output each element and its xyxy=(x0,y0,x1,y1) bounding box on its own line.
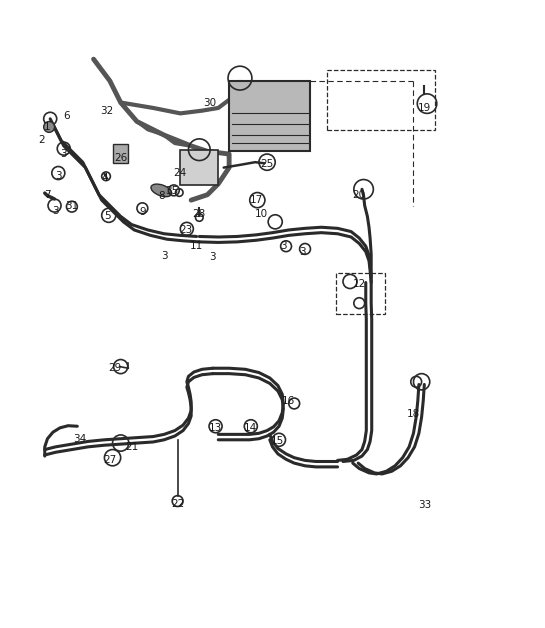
Text: 20: 20 xyxy=(353,190,366,200)
Text: 26: 26 xyxy=(114,153,128,163)
Text: 35: 35 xyxy=(166,186,179,196)
Text: 15: 15 xyxy=(271,436,284,447)
Text: 3: 3 xyxy=(209,252,216,262)
Text: 31: 31 xyxy=(65,200,78,210)
Text: 2: 2 xyxy=(39,136,45,146)
Text: 21: 21 xyxy=(125,442,138,452)
Text: 29: 29 xyxy=(108,363,122,373)
Text: 4: 4 xyxy=(101,173,108,183)
Bar xyxy=(336,273,385,314)
Text: 25: 25 xyxy=(261,160,274,170)
Text: 17: 17 xyxy=(250,195,263,205)
Text: 10: 10 xyxy=(255,208,268,219)
Text: 13: 13 xyxy=(209,423,222,433)
Bar xyxy=(180,150,219,185)
Text: 30: 30 xyxy=(204,97,217,107)
Bar xyxy=(326,70,435,129)
Bar xyxy=(113,144,128,163)
Text: 23: 23 xyxy=(179,225,192,235)
Text: 24: 24 xyxy=(174,168,187,178)
Text: 3: 3 xyxy=(55,171,62,181)
Text: 33: 33 xyxy=(417,500,431,510)
Text: 9: 9 xyxy=(139,207,146,217)
Bar xyxy=(229,81,311,151)
Text: 12: 12 xyxy=(353,279,366,289)
Text: 27: 27 xyxy=(103,455,117,465)
Text: 3: 3 xyxy=(60,149,67,159)
Text: 8: 8 xyxy=(158,191,165,201)
Text: 34: 34 xyxy=(74,434,87,444)
Ellipse shape xyxy=(151,184,172,197)
Text: 22: 22 xyxy=(171,499,184,509)
Text: 18: 18 xyxy=(407,409,420,420)
Circle shape xyxy=(44,121,54,133)
Text: 19: 19 xyxy=(417,103,431,113)
Text: 3: 3 xyxy=(299,247,306,257)
Text: 6: 6 xyxy=(63,111,70,121)
Text: 28: 28 xyxy=(193,208,206,219)
Text: 16: 16 xyxy=(282,396,295,406)
Text: 3: 3 xyxy=(161,251,167,261)
Text: 32: 32 xyxy=(100,106,114,116)
Text: 11: 11 xyxy=(190,241,203,251)
Text: 1: 1 xyxy=(44,122,51,132)
Text: 3: 3 xyxy=(52,206,59,216)
Text: 14: 14 xyxy=(244,423,257,433)
Text: 7: 7 xyxy=(44,190,51,200)
Text: 5: 5 xyxy=(104,212,111,222)
Text: 3: 3 xyxy=(280,241,287,251)
